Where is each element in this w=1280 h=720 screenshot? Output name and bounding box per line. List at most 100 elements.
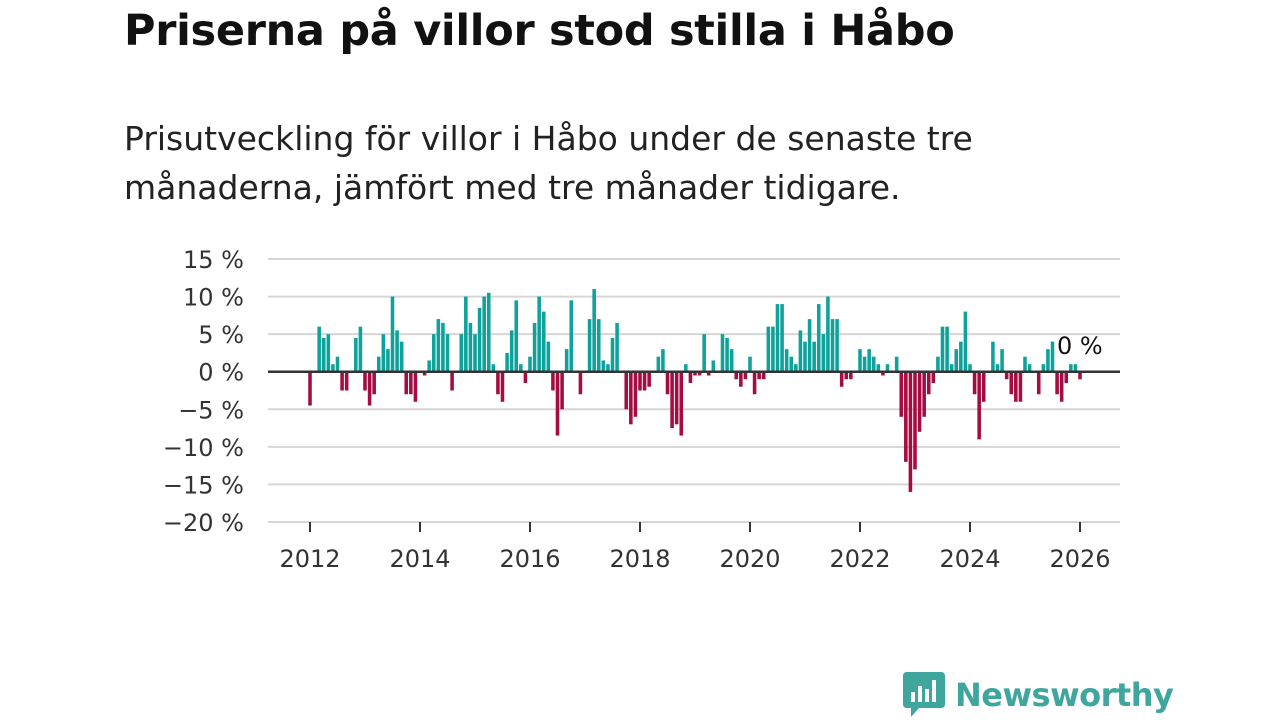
- bar: [624, 371, 629, 410]
- bar: [610, 337, 615, 372]
- bar: [830, 319, 835, 372]
- bar: [399, 341, 404, 372]
- x-tick-label: 2026: [1049, 545, 1110, 573]
- bar: [1078, 371, 1082, 380]
- bar: [757, 371, 761, 380]
- bar: [546, 341, 551, 372]
- bar: [702, 334, 706, 372]
- bar: [1073, 364, 1078, 372]
- bar: [761, 371, 766, 380]
- bar: [464, 296, 468, 372]
- bar: [569, 300, 574, 372]
- bar: [693, 371, 697, 376]
- axes: 15 % 10 % 5 % 0 % −5 % −10 % −15 % −20 % 2012 201…: [163, 246, 1120, 573]
- bar: [954, 349, 959, 372]
- bar: [615, 322, 619, 372]
- bar: [798, 330, 803, 372]
- bar: [404, 371, 409, 395]
- bar: [917, 371, 922, 432]
- bar: [1009, 371, 1014, 395]
- bar: [445, 334, 450, 372]
- y-tick-label: −5 %: [178, 396, 244, 424]
- bar: [734, 371, 739, 380]
- bar: [752, 371, 757, 395]
- bar: [885, 364, 890, 372]
- x-tick-label: 2022: [829, 545, 890, 573]
- bar: [431, 334, 436, 372]
- bar: [844, 371, 849, 380]
- bar: [858, 349, 862, 372]
- y-tick-label: −20 %: [163, 509, 244, 537]
- bar: [422, 371, 427, 376]
- bar: [867, 349, 871, 372]
- bar: [587, 319, 592, 372]
- bar: [344, 371, 349, 391]
- last-value-label: 0 %: [1057, 332, 1103, 360]
- bar: [908, 371, 913, 492]
- bar: [335, 356, 340, 372]
- bar: [679, 371, 684, 436]
- bar: [427, 360, 431, 372]
- bar: [977, 371, 981, 440]
- bar: [560, 371, 564, 410]
- bar: [647, 371, 651, 387]
- bar: [720, 334, 725, 372]
- bar: [555, 371, 560, 436]
- x-tick-label: 2020: [719, 545, 780, 573]
- bar: [532, 322, 537, 372]
- bar: [881, 371, 885, 376]
- bar: [821, 334, 826, 372]
- bar: [642, 371, 647, 391]
- bar: [500, 371, 505, 402]
- chart-subtitle: Prisutveckling för villor i Håbo under d…: [124, 119, 973, 207]
- bar: [1023, 356, 1027, 372]
- bar: [551, 371, 555, 391]
- bar: [807, 319, 812, 372]
- y-tick-label: 0 %: [198, 359, 244, 387]
- bar: [968, 364, 972, 372]
- bar: [1027, 364, 1032, 372]
- bar: [991, 341, 995, 372]
- bar: [1000, 349, 1004, 372]
- bar: [601, 360, 606, 372]
- x-tick-label: 2018: [609, 545, 670, 573]
- bar: [321, 337, 326, 372]
- bar: [537, 296, 541, 372]
- bar: [739, 371, 743, 387]
- bar: [331, 364, 335, 372]
- bar: [1055, 371, 1059, 395]
- bar: [697, 371, 702, 376]
- bar: [376, 356, 381, 372]
- y-tick-label: 15 %: [183, 246, 244, 274]
- bar: [743, 371, 748, 380]
- bar: [894, 356, 899, 372]
- bar: [514, 300, 519, 372]
- bar: [674, 371, 679, 425]
- bar: [541, 311, 546, 372]
- bar: [592, 289, 596, 372]
- bar: [1004, 371, 1009, 380]
- bar: [706, 371, 711, 376]
- x-tick-label: 2024: [939, 545, 1000, 573]
- bar: [528, 356, 532, 372]
- bar: [441, 322, 445, 372]
- bar: [372, 371, 376, 395]
- bar: [899, 371, 904, 417]
- bar: [684, 364, 688, 372]
- bar: [839, 371, 844, 387]
- bar: [936, 356, 940, 372]
- bar: [665, 371, 670, 395]
- newsworthy-logo-icon: [903, 672, 945, 717]
- brand-name: Newsworthy: [955, 676, 1174, 714]
- bar: [468, 322, 473, 372]
- bar: [596, 319, 601, 372]
- bar: [509, 330, 514, 372]
- bar: [725, 337, 729, 372]
- bar: [459, 334, 464, 372]
- bar: [519, 364, 523, 372]
- bar: [1036, 371, 1041, 395]
- bar: [629, 371, 633, 425]
- bar: [308, 371, 312, 406]
- bar: [578, 371, 583, 395]
